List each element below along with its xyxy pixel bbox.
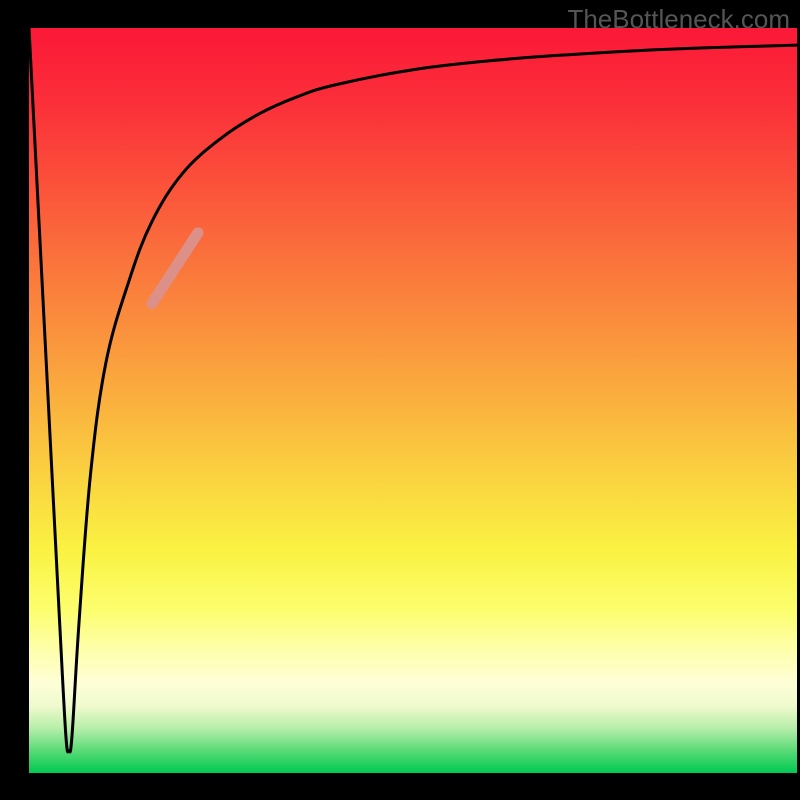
watermark-text: TheBottleneck.com	[567, 4, 790, 35]
bottleneck-chart-svg	[0, 0, 800, 800]
plot-background-gradient	[29, 28, 797, 773]
chart-container: TheBottleneck.com	[0, 0, 800, 800]
